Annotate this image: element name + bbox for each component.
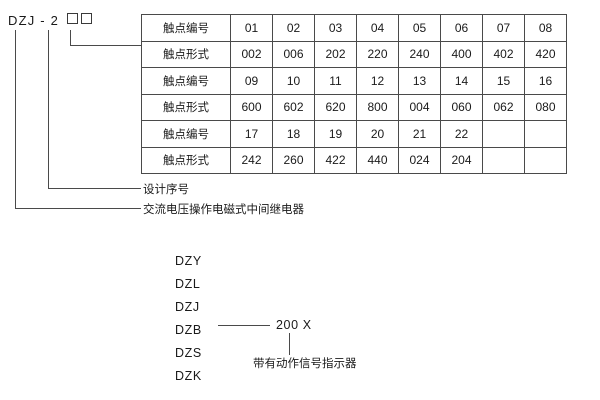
table-cell: 602 bbox=[272, 93, 315, 121]
leader-line-design-number bbox=[48, 30, 141, 189]
table-cell: 18 bbox=[272, 120, 315, 148]
table-cell: 11 bbox=[314, 67, 357, 95]
model-series-digit: 2 bbox=[50, 13, 60, 28]
model-placeholder-box-2 bbox=[80, 13, 92, 24]
series-item-dzy: DZY bbox=[175, 254, 202, 268]
table-cell: 600 bbox=[230, 93, 273, 121]
table-cell: 402 bbox=[482, 40, 525, 68]
series-item-dzl: DZL bbox=[175, 277, 201, 291]
table-cell: 260 bbox=[272, 146, 315, 174]
table-cell bbox=[482, 120, 525, 148]
indicator-note-label: 带有动作信号指示器 bbox=[253, 358, 357, 370]
table-cell bbox=[524, 120, 567, 148]
table-cell: 024 bbox=[398, 146, 441, 174]
table-cell: 04 bbox=[356, 14, 399, 42]
row-header: 触点形式 bbox=[141, 93, 231, 121]
contact-table-body: 触点编号 01 02 03 04 05 06 07 08 触点形式 002 00… bbox=[141, 14, 567, 174]
contact-table: 触点编号 01 02 03 04 05 06 07 08 触点形式 002 00… bbox=[141, 14, 567, 174]
row-header: 触点形式 bbox=[141, 146, 231, 174]
table-cell: 21 bbox=[398, 120, 441, 148]
table-cell: 15 bbox=[482, 67, 525, 95]
table-cell: 14 bbox=[440, 67, 483, 95]
model-separator: - bbox=[40, 13, 46, 28]
table-cell: 05 bbox=[398, 14, 441, 42]
table-row: 触点形式 242 260 422 440 024 204 bbox=[141, 146, 567, 174]
table-cell: 440 bbox=[356, 146, 399, 174]
table-cell: 242 bbox=[230, 146, 273, 174]
series-connector-line bbox=[218, 325, 270, 326]
series-item-dzk: DZK bbox=[175, 369, 202, 383]
series-item-dzj: DZJ bbox=[175, 300, 200, 314]
table-cell: 240 bbox=[398, 40, 441, 68]
table-cell: 420 bbox=[524, 40, 567, 68]
model-placeholder-box-1 bbox=[66, 13, 78, 24]
table-cell: 400 bbox=[440, 40, 483, 68]
table-cell: 060 bbox=[440, 93, 483, 121]
series-item-dzs: DZS bbox=[175, 346, 202, 360]
row-header: 触点编号 bbox=[141, 67, 231, 95]
table-cell: 09 bbox=[230, 67, 273, 95]
table-cell: 220 bbox=[356, 40, 399, 68]
table-cell: 202 bbox=[314, 40, 357, 68]
table-cell: 02 bbox=[272, 14, 315, 42]
series-item-dzb: DZB bbox=[175, 323, 202, 337]
table-cell: 16 bbox=[524, 67, 567, 95]
table-cell: 204 bbox=[440, 146, 483, 174]
table-cell: 006 bbox=[272, 40, 315, 68]
model-prefix: DZJ bbox=[8, 13, 36, 28]
table-cell: 062 bbox=[482, 93, 525, 121]
row-header: 触点形式 bbox=[141, 40, 231, 68]
table-cell: 03 bbox=[314, 14, 357, 42]
table-cell: 19 bbox=[314, 120, 357, 148]
table-cell: 002 bbox=[230, 40, 273, 68]
table-row: 触点形式 600 602 620 800 004 060 062 080 bbox=[141, 93, 567, 121]
table-row: 触点编号 09 10 11 12 13 14 15 16 bbox=[141, 67, 567, 95]
table-cell: 10 bbox=[272, 67, 315, 95]
table-row: 触点形式 002 006 202 220 240 400 402 420 bbox=[141, 40, 567, 68]
table-cell: 01 bbox=[230, 14, 273, 42]
table-cell: 06 bbox=[440, 14, 483, 42]
indicator-leader-line bbox=[289, 333, 290, 355]
table-cell: 22 bbox=[440, 120, 483, 148]
leader-line-contact-form bbox=[70, 30, 141, 46]
table-cell: 800 bbox=[356, 93, 399, 121]
table-cell: 620 bbox=[314, 93, 357, 121]
leader-line-relay-type bbox=[15, 30, 141, 209]
leader-label-design-number: 设计序号 bbox=[143, 184, 189, 196]
table-cell: 17 bbox=[230, 120, 273, 148]
leader-label-relay-type: 交流电压操作电磁式中间继电器 bbox=[143, 204, 304, 216]
table-cell: 12 bbox=[356, 67, 399, 95]
table-cell: 07 bbox=[482, 14, 525, 42]
table-cell: 080 bbox=[524, 93, 567, 121]
table-cell bbox=[524, 146, 567, 174]
model-code: DZJ - 2 bbox=[8, 13, 92, 28]
table-cell: 004 bbox=[398, 93, 441, 121]
row-header: 触点编号 bbox=[141, 120, 231, 148]
table-row: 触点编号 17 18 19 20 21 22 bbox=[141, 120, 567, 148]
series-legend-list: DZY DZL DZJ DZB DZS DZK bbox=[175, 250, 202, 388]
table-row: 触点编号 01 02 03 04 05 06 07 08 bbox=[141, 14, 567, 42]
table-cell: 422 bbox=[314, 146, 357, 174]
table-cell: 20 bbox=[356, 120, 399, 148]
table-cell bbox=[482, 146, 525, 174]
series-value-label: 200 X bbox=[276, 318, 312, 332]
row-header: 触点编号 bbox=[141, 14, 231, 42]
table-cell: 08 bbox=[524, 14, 567, 42]
table-cell: 13 bbox=[398, 67, 441, 95]
